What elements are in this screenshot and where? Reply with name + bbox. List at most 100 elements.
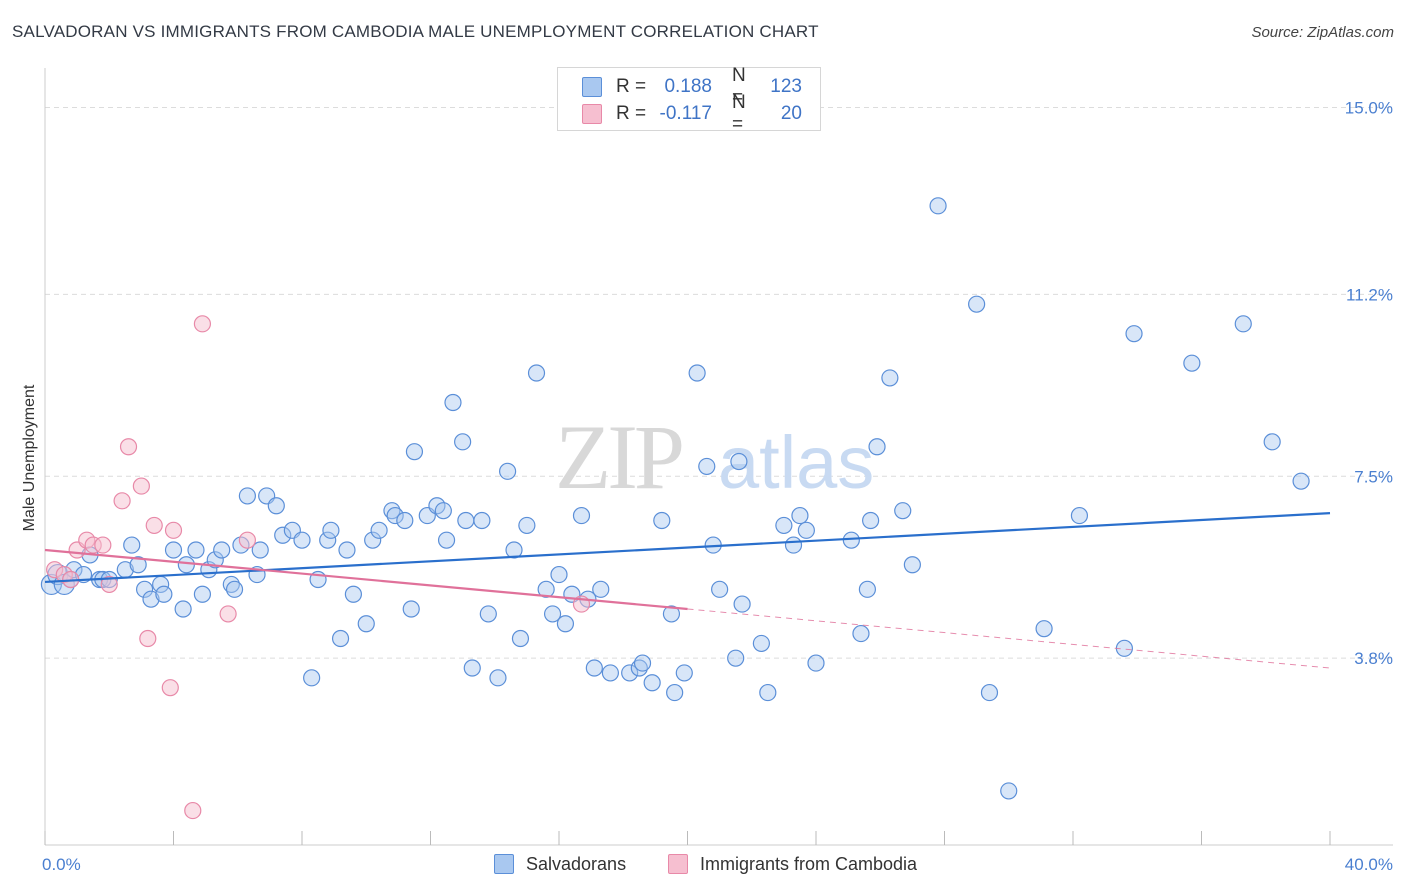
- cambodia-point: [184, 801, 202, 820]
- salvadoran-point: [633, 654, 652, 672]
- watermark-zip: ZIP: [555, 406, 682, 508]
- cambodia-point: [219, 605, 237, 623]
- salvadoran-point: [675, 664, 693, 682]
- salvadoran-point: [759, 683, 777, 702]
- salvadoran-point: [319, 531, 337, 549]
- salvadoran-point: [135, 580, 154, 598]
- salvadoran-point: [383, 502, 401, 520]
- cambodia-trend-line-solid: [44, 548, 688, 611]
- salvadoran-point: [129, 556, 147, 574]
- salvadoran-point: [1234, 315, 1252, 333]
- y-tick-label: 15.0%: [1345, 99, 1393, 118]
- cambodia-point: [145, 516, 163, 535]
- cambodia-point: [238, 531, 256, 549]
- salvadoran-point: [727, 649, 745, 667]
- legend-row-cambodia: R = -0.117 N = 20: [582, 92, 802, 135]
- salvadoran-point: [556, 615, 575, 633]
- salvadoran-point: [155, 585, 173, 603]
- watermark-atlas: atlas: [718, 421, 874, 504]
- legend-n-label: N =: [732, 65, 746, 108]
- salvadoran-point: [903, 556, 921, 574]
- salvadoran-point: [527, 364, 546, 382]
- y-tick-label: 7.5%: [1354, 467, 1393, 486]
- salvadoran-point: [437, 531, 456, 549]
- chart-title: SALVADORAN VS IMMIGRANTS FROM CAMBODIA M…: [12, 22, 819, 41]
- salvadoran-point: [1183, 354, 1201, 372]
- salvadoran-point: [225, 580, 244, 598]
- salvadoran-point: [784, 536, 803, 554]
- salvadoran-point: [142, 590, 160, 608]
- salvadoran-point: [1070, 506, 1089, 525]
- salvadoran-point: [479, 605, 497, 623]
- legend-n-value: 123: [770, 76, 802, 97]
- legend-swatch-blue: [582, 77, 602, 97]
- salvadoran-point: [238, 487, 256, 505]
- salvadoran-point: [711, 580, 729, 598]
- salvadoran-point: [213, 541, 231, 559]
- salvadoran-point: [322, 521, 340, 539]
- salvadoran-point: [357, 615, 375, 633]
- salvadoran-point: [775, 516, 793, 535]
- correlation-legend: R = 0.188 N = 123 R = -0.117 N = 20: [557, 65, 821, 135]
- trend-lines: [44, 512, 1331, 669]
- bottom-legend-swatch-blue: [494, 854, 514, 874]
- bottom-legend-cambodia: Immigrants from Cambodia: [668, 853, 917, 875]
- legend-r-value: 0.188: [664, 76, 712, 97]
- salvadoran-point: [473, 511, 491, 530]
- salvadoran-point: [274, 526, 292, 544]
- legend-n-label: N =: [732, 92, 746, 135]
- salvadoran-point: [666, 683, 684, 702]
- salvadoran-point: [592, 580, 610, 598]
- salvadoran-point: [511, 629, 530, 648]
- legend-r-label: R =: [616, 103, 647, 124]
- salvadoran-point: [434, 502, 452, 520]
- salvadoran-point: [621, 664, 639, 682]
- y-tick-label: 3.8%: [1354, 649, 1393, 668]
- salvadoran-point: [1125, 325, 1143, 343]
- salvadoran-point: [543, 605, 562, 623]
- y-tick-label: 11.2%: [1346, 285, 1393, 304]
- x-tick-label: 40.0%: [1345, 855, 1393, 874]
- cambodia-point: [164, 521, 183, 539]
- cambodia-trend-line-dashed: [687, 608, 1331, 669]
- salvadoran-point: [929, 197, 947, 215]
- salvadoran-point: [364, 531, 382, 549]
- salvadoran-point: [177, 556, 195, 574]
- cambodia-point: [193, 315, 212, 333]
- axes: [44, 68, 1393, 846]
- salvadoran-point: [293, 531, 311, 549]
- x-tick-label: 0.0%: [42, 855, 81, 874]
- salvadoran-point: [868, 438, 886, 456]
- salvadoran-point: [338, 541, 356, 559]
- bottom-legend-label: Immigrants from Cambodia: [700, 853, 918, 874]
- bottom-legend-swatch-pink: [668, 854, 688, 874]
- salvadoran-point: [444, 393, 462, 412]
- salvadoran-point: [187, 541, 205, 559]
- salvadoran-point: [454, 433, 472, 451]
- salvadoran-point: [396, 511, 414, 530]
- salvadoran-point: [791, 506, 809, 525]
- salvadoran-point: [572, 506, 591, 525]
- watermark: ZIP atlas: [555, 406, 874, 508]
- salvadoran-point: [1263, 433, 1281, 451]
- cambodia-point: [119, 438, 138, 456]
- salvadoran-point: [457, 511, 475, 530]
- salvadoran-point: [123, 536, 141, 554]
- salvadoran-point: [405, 443, 424, 461]
- y-tick-labels: 3.8% 7.5% 11.2% 15.0%: [1345, 99, 1393, 669]
- salvadoran-point: [980, 683, 999, 702]
- salvadoran-point: [807, 654, 825, 672]
- salvadoran-point: [303, 669, 321, 687]
- cambodia-point: [100, 575, 118, 594]
- salvadoran-point: [344, 585, 362, 603]
- cambodia-point: [113, 492, 131, 510]
- salvadoran-point: [1035, 620, 1053, 638]
- salvadoran-point: [267, 497, 285, 515]
- source-label: Source: ZipAtlas.com: [1251, 24, 1394, 41]
- salvadoran-point: [1000, 782, 1018, 800]
- salvadoran-point: [968, 295, 986, 313]
- salvadoran-point: [852, 624, 870, 643]
- salvadoran-point: [222, 575, 240, 594]
- salvadoran-point: [550, 565, 568, 584]
- salvadoran-point: [858, 580, 877, 598]
